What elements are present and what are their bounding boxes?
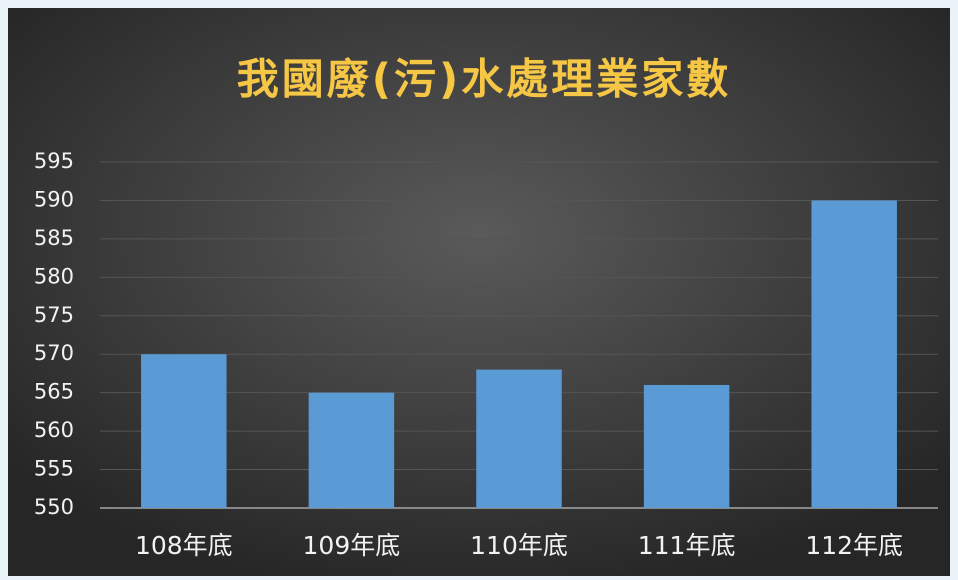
y-tick-label: 560 [34,418,74,442]
chart-title: 我國廢(污)水處理業家數 [237,55,731,104]
bar [811,200,897,508]
x-tick-label: 112年底 [805,531,903,560]
y-tick-label: 570 [34,341,74,365]
x-tick-label: 111年底 [638,531,736,560]
y-tick-label: 575 [34,303,74,327]
y-tick-label: 580 [34,264,74,288]
bar [476,369,562,508]
bar [141,354,227,508]
bar [308,392,395,508]
y-tick-label: 585 [34,226,74,250]
y-tick-label: 590 [34,187,74,211]
x-tick-label: 110年底 [470,531,568,560]
x-tick-label: 109年底 [303,531,401,560]
y-tick-label: 565 [34,380,74,404]
y-tick-label: 550 [34,495,74,519]
x-tick-label: 108年底 [135,531,233,560]
y-tick-label: 595 [34,149,74,173]
bar [643,384,730,508]
y-tick-label: 555 [34,457,74,481]
